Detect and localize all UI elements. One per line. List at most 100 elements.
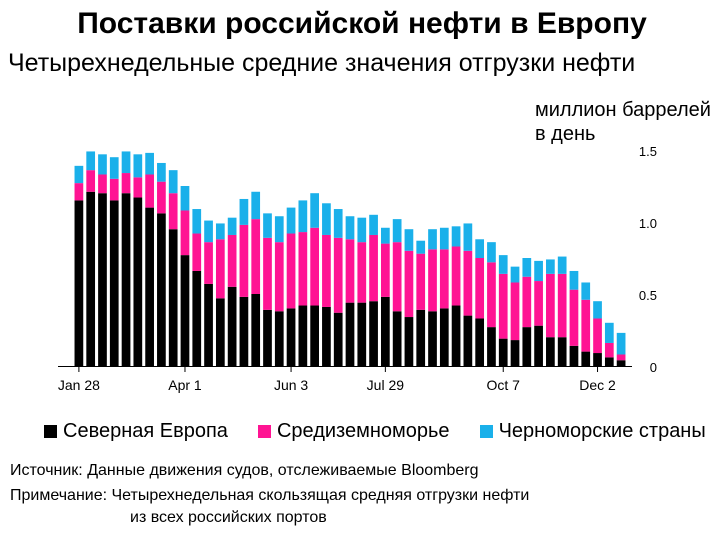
bar-black-sea (274, 216, 284, 243)
footnote-line-2: из всех российских портов (130, 509, 327, 526)
y-tick-label: 0 (650, 360, 657, 375)
bar-black-sea (180, 186, 190, 211)
bar-mediterranean (157, 181, 166, 214)
x-tick-label: Oct 7 (486, 377, 520, 393)
bar-northern-europe (593, 353, 602, 366)
bar-mediterranean (428, 249, 437, 312)
bar-black-sea (616, 332, 626, 355)
bar-northern-europe (428, 311, 437, 366)
bar-mediterranean (487, 262, 496, 328)
bar-black-sea (487, 242, 496, 263)
bar-northern-europe (180, 255, 190, 366)
legend-label-mediterranean: Средиземноморье (276, 420, 450, 442)
bar-black-sea (534, 260, 543, 282)
source-note: Источник: Данные движения судов, отслежи… (10, 462, 479, 479)
bar-northern-europe (498, 338, 508, 366)
bar-mediterranean (322, 234, 331, 307)
bar-mediterranean (333, 237, 343, 313)
chart-subtitle: Четырехнедельные средние значения отгруз… (8, 49, 636, 77)
bar-northern-europe (404, 317, 414, 366)
bar-northern-europe (215, 298, 225, 366)
bar-black-sea (381, 227, 390, 244)
bar-black-sea (322, 203, 331, 235)
bar-northern-europe (133, 197, 143, 366)
bar-northern-europe (298, 305, 308, 366)
bar-northern-europe (357, 302, 367, 366)
bar-black-sea (604, 322, 614, 343)
bar-mediterranean (475, 258, 485, 319)
bar-black-sea (227, 217, 237, 235)
bar-black-sea (310, 193, 319, 228)
legend-label-black-sea: Черноморские страны (498, 420, 706, 442)
bar-black-sea (168, 170, 178, 194)
bar-black-sea (416, 240, 426, 254)
bar-northern-europe (121, 193, 131, 366)
bar-mediterranean (98, 174, 107, 194)
bar-northern-europe (392, 311, 402, 366)
bar-black-sea (121, 151, 131, 174)
legend-item-northern-europe: Северная Европа (44, 419, 228, 443)
bar-mediterranean (404, 250, 414, 318)
bar-black-sea (428, 229, 437, 250)
bar-northern-europe (416, 309, 426, 366)
bar-mediterranean (286, 233, 296, 309)
bar-mediterranean (593, 318, 602, 354)
bar-mediterranean (251, 219, 261, 294)
bar-black-sea (498, 255, 508, 274)
bar-black-sea (109, 157, 119, 179)
bar-northern-europe (145, 207, 154, 366)
bar-mediterranean (298, 232, 308, 306)
bar-black-sea (593, 301, 602, 319)
bar-northern-europe (333, 312, 343, 366)
bar-black-sea (133, 154, 143, 178)
bar-mediterranean (381, 243, 390, 297)
chart-title: Поставки российской нефти в Европу (77, 7, 647, 40)
x-tick-label: Dec 2 (579, 377, 616, 393)
bar-mediterranean (192, 233, 202, 271)
bar-northern-europe (227, 286, 237, 366)
bar-northern-europe (451, 305, 461, 366)
bar-mediterranean (569, 289, 579, 346)
bar-black-sea (404, 229, 414, 251)
bar-black-sea (510, 266, 520, 283)
bar-black-sea (345, 216, 355, 240)
bar-mediterranean (133, 177, 143, 198)
bar-northern-europe (310, 305, 319, 366)
bar-mediterranean (392, 242, 402, 312)
legend-swatch-black-sea (479, 424, 493, 438)
bar-mediterranean (74, 183, 84, 201)
y-axis-unit-label: миллион баррелей в день (535, 99, 711, 145)
bar-northern-europe (439, 308, 449, 366)
bar-northern-europe (557, 337, 567, 366)
bar-black-sea (463, 223, 473, 251)
bar-mediterranean (86, 170, 96, 192)
bar-black-sea (239, 198, 249, 225)
bar-northern-europe (192, 270, 202, 366)
bar-mediterranean (215, 239, 225, 299)
bar-black-sea (451, 226, 461, 247)
legend-swatch-northern-europe (44, 424, 57, 438)
bar-northern-europe (522, 327, 532, 366)
bar-northern-europe (239, 296, 249, 366)
bar-northern-europe (204, 283, 213, 366)
bar-black-sea (546, 259, 555, 274)
bar-northern-europe (168, 229, 178, 366)
bar-mediterranean (546, 273, 555, 338)
legend-item-mediterranean: Средиземноморье (257, 419, 450, 443)
bar-black-sea (439, 227, 449, 250)
y-tick-label: 1.5 (639, 144, 657, 159)
bar-northern-europe (263, 309, 272, 366)
bar-mediterranean (180, 210, 190, 256)
bar-black-sea (145, 152, 154, 175)
bar-northern-europe (534, 325, 543, 366)
bar-northern-europe (381, 296, 390, 366)
bar-black-sea (286, 207, 296, 234)
bar-mediterranean (463, 250, 473, 316)
bar-northern-europe (569, 345, 579, 366)
bar-mediterranean (357, 242, 367, 303)
legend: Северная Европа Средиземноморье Черномор… (44, 419, 706, 443)
bar-black-sea (475, 239, 485, 258)
bar-mediterranean (510, 282, 520, 341)
bar-black-sea (86, 151, 96, 171)
